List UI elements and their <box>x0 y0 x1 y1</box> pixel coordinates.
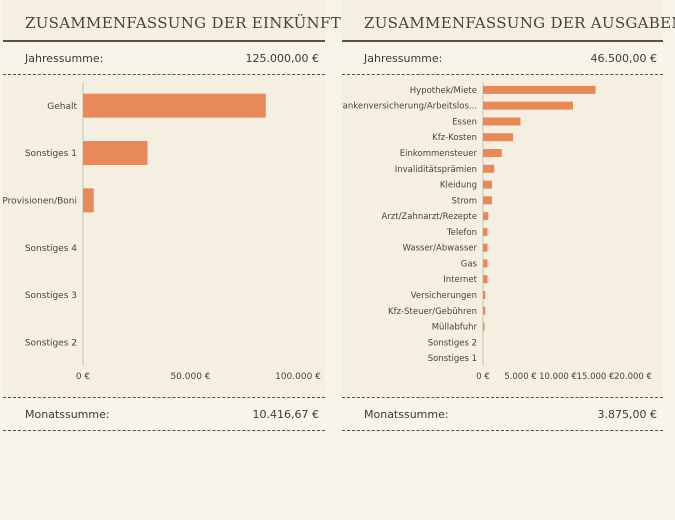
expenses-category-label-kleidung: Kleidung <box>440 181 477 191</box>
income-tick-label-2: 100.000 € <box>275 372 321 382</box>
income-annual-divider <box>3 74 325 75</box>
income-monthly-bottom-divider <box>3 430 325 431</box>
income-category-label-gehalt: Gehalt <box>47 102 77 112</box>
expenses-category-label-einkommensteuer: Einkommensteuer <box>400 149 478 159</box>
expenses-tick-label-0: 0 € <box>476 372 490 382</box>
income-category-label-sonstiges-4: Sonstiges 4 <box>25 244 77 254</box>
expenses-category-label-telefon: Telefon <box>446 228 477 238</box>
expenses-bar-wasser-abwasser <box>483 243 488 252</box>
income-monthly-value: 10.416,67 € <box>252 408 319 421</box>
expenses-category-label-kfz-steuer-gebuhren: Kfz-Steuer/Gebühren <box>388 307 477 317</box>
expenses-bar-versicherungen <box>483 291 486 299</box>
expenses-category-label-gas: Gas <box>461 259 478 269</box>
expenses-bar-kfz-kosten <box>483 133 513 142</box>
expenses-annual-label: Jahressumme: <box>364 52 443 65</box>
income-category-label-sonstiges-3: Sonstiges 3 <box>25 291 77 301</box>
income-category-label-provisionen-boni: Provisionen/Boni <box>3 196 77 206</box>
expenses-tick-label-2: 10.000 € <box>539 372 577 382</box>
expenses-bar-kleidung <box>483 180 492 189</box>
income-summary-panel: ZUSAMMENFASSUNG DER EINKÜNFTE Jahressumm… <box>3 0 352 432</box>
expenses-annual-divider <box>342 74 663 75</box>
income-bar-gehalt <box>83 93 266 118</box>
expenses-category-label-strom: Strom <box>451 196 477 206</box>
expenses-monthly-bottom-divider <box>342 430 663 431</box>
expenses-tick-label-4: 20.000 € <box>614 372 652 382</box>
expenses-title: ZUSAMMENFASSUNG DER AUSGABEN <box>364 14 675 32</box>
income-bar-sonstiges-1 <box>83 141 148 165</box>
income-monthly-row: Monatssumme: 10.416,67 € <box>3 398 325 430</box>
expenses-bar-einkommensteuer <box>483 149 502 157</box>
expenses-bar-internet <box>483 275 488 284</box>
expenses-bar-hypothek-miete <box>483 85 596 94</box>
income-tick-label-1: 50.000 € <box>170 372 210 382</box>
expenses-category-label-wasser-abwasser: Wasser/Abwasser <box>403 244 478 254</box>
expenses-category-label-sonstiges-1: Sonstiges 1 <box>428 354 477 364</box>
income-title: ZUSAMMENFASSUNG DER EINKÜNFTE <box>25 14 353 32</box>
expenses-bar-chart: Hypothek/Miete Krankenversicherung/Arbeit… <box>342 82 652 382</box>
expenses-bar-telefon <box>483 227 488 236</box>
income-tick-label-0: 0 € <box>76 372 91 382</box>
expenses-category-label-invaliditatspramien: Invaliditätsprämien <box>395 165 477 175</box>
income-monthly-label: Monatssumme: <box>25 408 110 421</box>
expenses-bar-gas <box>483 259 488 268</box>
expenses-monthly-top-divider <box>342 397 663 398</box>
expenses-category-label-kfz-kosten: Kfz-Kosten <box>432 133 477 143</box>
expenses-title-rule <box>342 40 663 42</box>
expenses-bar-arzt-zahnarzt-rezepte <box>483 212 489 221</box>
income-category-label-sonstiges-1: Sonstiges 1 <box>25 149 77 159</box>
expenses-bar-essen <box>483 117 521 126</box>
expenses-bar-invaliditatspramien <box>483 164 495 173</box>
expenses-tick-label-1: 5.000 € <box>504 372 536 382</box>
expenses-tick-label-3: 15.000 € <box>577 372 615 382</box>
expenses-category-label-hypothek-miete: Hypothek/Miete <box>410 86 477 96</box>
expenses-category-label-arzt-zahnarzt-rezepte: Arzt/Zahnarzt/Rezepte <box>381 212 477 222</box>
income-bar-chart: Gehalt Sonstiges 1 Provisionen/Boni Sonstig… <box>3 82 321 382</box>
expenses-summary-panel: ZUSAMMENFASSUNG DER AUSGABEN Jahressumme… <box>342 0 675 432</box>
expenses-category-label-versicherungen: Versicherungen <box>411 291 477 301</box>
expenses-monthly-value: 3.875,00 € <box>597 408 657 421</box>
expenses-annual-value: 46.500,00 € <box>590 52 657 65</box>
expenses-bar-strom <box>483 196 492 205</box>
income-category-label-sonstiges-2: Sonstiges 2 <box>25 338 77 348</box>
income-monthly-top-divider <box>3 397 325 398</box>
income-annual-row: Jahressumme: 125.000,00 € <box>3 42 325 74</box>
expenses-monthly-row: Monatssumme: 3.875,00 € <box>342 398 663 430</box>
expenses-category-label-mullabfuhr: Müllabfuhr <box>432 323 478 333</box>
expenses-category-label-essen: Essen <box>452 117 477 127</box>
income-annual-value: 125.000,00 € <box>245 52 319 65</box>
expenses-bar-kfz-steuer-gebuhren <box>483 306 486 315</box>
expenses-category-label-internet: Internet <box>443 275 477 285</box>
expenses-bar-mullabfuhr <box>483 322 485 331</box>
expenses-category-label-krankenversicherung-arbeitslos: Krankenversicherung/Arbeitslos... <box>342 102 477 112</box>
income-bar-provisionen-boni <box>83 188 94 213</box>
expenses-monthly-label: Monatssumme: <box>364 408 449 421</box>
income-annual-label: Jahressumme: <box>25 52 104 65</box>
expenses-category-label-sonstiges-2: Sonstiges 2 <box>428 338 477 348</box>
expenses-bar-krankenversicherung-arbeitslos <box>483 101 573 110</box>
expenses-annual-row: Jahressumme: 46.500,00 € <box>342 42 663 74</box>
income-title-rule <box>3 40 325 42</box>
